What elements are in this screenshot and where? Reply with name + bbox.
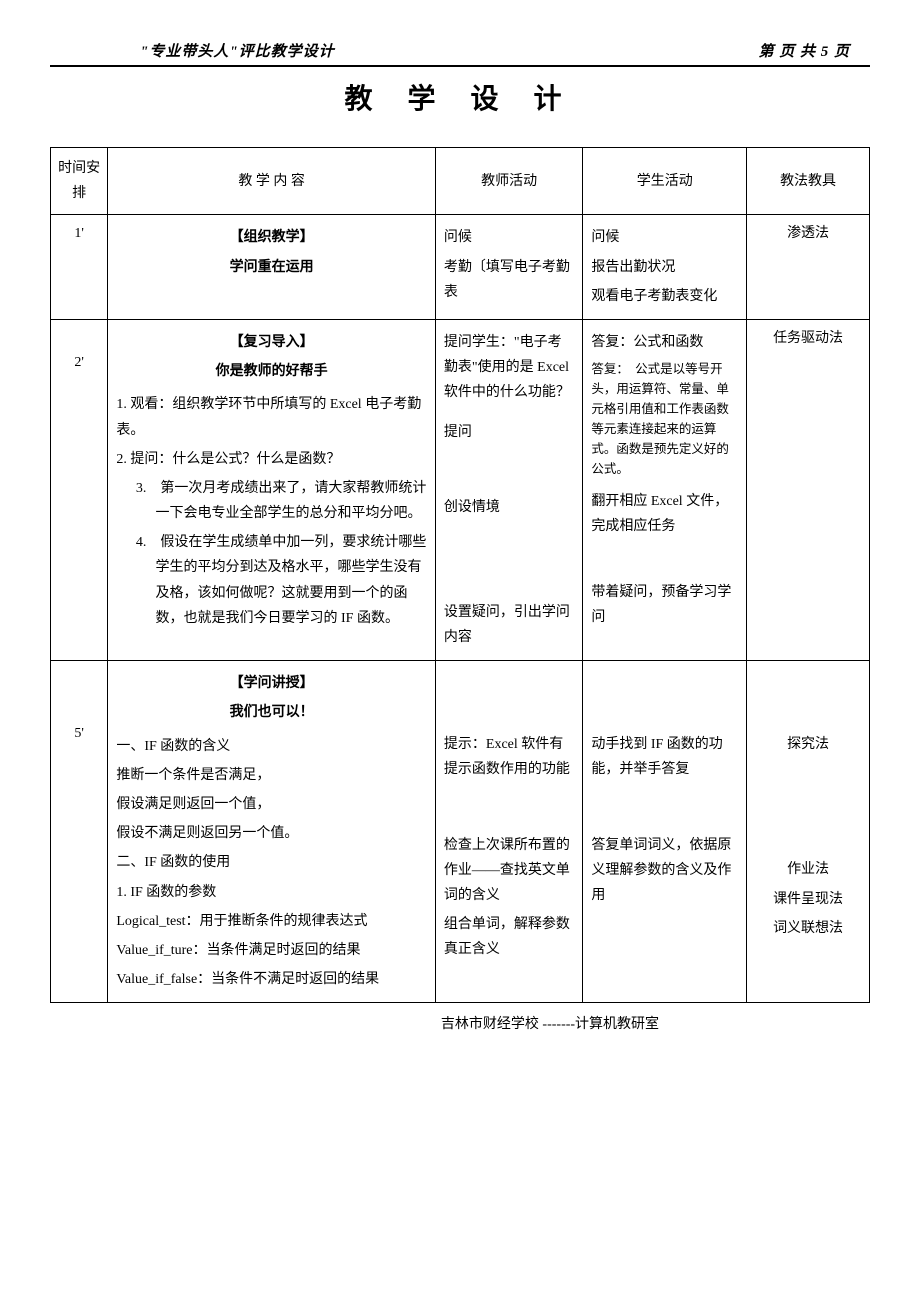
method-cell: 探究法 作业法 课件呈现法 词义联想法 xyxy=(747,661,870,1003)
method-cell: 任务驱动法 xyxy=(747,319,870,660)
col-time: 时间安排 xyxy=(51,148,108,215)
time-cell: 5' xyxy=(51,661,108,1003)
student-line: 观看电子考勤表变化 xyxy=(591,284,738,309)
content-line: 一、IF 函数的含义 xyxy=(116,734,427,759)
teacher-line: 提示：Excel 软件有提示函数作用的功能 xyxy=(444,732,574,782)
method-line: 作业法 xyxy=(755,857,861,882)
content-line: Value_if_false：当条件不满足时返回的结果 xyxy=(116,967,427,992)
section-head: 【学问讲授】 xyxy=(116,671,427,696)
student-cell: 答复：公式和函数 答复： 公式是以等号开头，用运算符、常量、单元格引用值和工作表… xyxy=(583,319,747,660)
teacher-cell: 提问学生："电子考勤表"使用的是 Excel 软件中的什么功能？ 提问 创设情境… xyxy=(435,319,582,660)
teacher-line: 提问学生："电子考勤表"使用的是 Excel 软件中的什么功能？ xyxy=(444,330,574,406)
teacher-line: 创设情境 xyxy=(444,495,574,520)
content-line: 1. IF 函数的参数 xyxy=(116,880,427,905)
time-cell: 2' xyxy=(51,319,108,660)
col-content: 教 学 内 容 xyxy=(108,148,436,215)
doc-title: 教 学 设 计 xyxy=(50,77,870,117)
teacher-line: 组合单词，解释参数真正含义 xyxy=(444,912,574,962)
content-line: 推断一个条件是否满足， xyxy=(116,763,427,788)
section-sub: 我们也可以！ xyxy=(116,700,427,725)
table-header-row: 时间安排 教 学 内 容 教师活动 学生活动 教法教具 xyxy=(51,148,870,215)
col-method: 教法教具 xyxy=(747,148,870,215)
content-cell: 【复习导入】 你是教师的好帮手 1. 观看：组织教学环节中所填写的 Excel … xyxy=(108,319,436,660)
section-sub: 你是教师的好帮手 xyxy=(116,359,427,384)
header-right: 第 页 共 5 页 xyxy=(758,40,850,61)
page-header: "专业带头人"评比教学设计 第 页 共 5 页 xyxy=(50,40,870,67)
header-left: "专业带头人"评比教学设计 xyxy=(140,40,335,61)
content-line: 假设不满足则返回另一个值。 xyxy=(116,821,427,846)
content-cell: 【组织教学】 学问重在运用 xyxy=(108,215,436,320)
table-row: 1' 【组织教学】 学问重在运用 问候 考勤〔填写电子考勤表 问候 报告出勤状况… xyxy=(51,215,870,320)
content-line: 2. 提问：什么是公式？什么是函数？ xyxy=(116,447,427,472)
table-row: 5' 【学问讲授】 我们也可以！ 一、IF 函数的含义 推断一个条件是否满足， … xyxy=(51,661,870,1003)
teacher-line: 考勤〔填写电子考勤表 xyxy=(444,255,574,305)
student-line: 问候 xyxy=(591,225,738,250)
time-cell: 1' xyxy=(51,215,108,320)
method-line: 课件呈现法 xyxy=(755,887,861,912)
teacher-line: 提问 xyxy=(444,420,574,445)
content-line: 4. 假设在学生成绩单中加一列，要求统计哪些学生的平均分到达及格水平，哪些学生没… xyxy=(116,530,427,631)
student-cell: 动手找到 IF 函数的功能，并举手答复 答复单词词义，依据原义理解参数的含义及作… xyxy=(583,661,747,1003)
method-cell: 渗透法 xyxy=(747,215,870,320)
teacher-line: 问候 xyxy=(444,225,574,250)
student-line: 动手找到 IF 函数的功能，并举手答复 xyxy=(591,732,738,782)
content-line: Logical_test：用于推断条件的规律表达式 xyxy=(116,909,427,934)
student-line: 答复单词词义，依据原义理解参数的含义及作用 xyxy=(591,833,738,909)
teacher-line: 设置疑问，引出学问内容 xyxy=(444,600,574,650)
content-line: 二、IF 函数的使用 xyxy=(116,850,427,875)
section-head: 【组织教学】 xyxy=(116,225,427,250)
student-line: 答复： 公式是以等号开头，用运算符、常量、单元格引用值和工作表函数等元素连接起来… xyxy=(591,359,738,479)
teacher-line: 检查上次课所布置的作业——查找英文单词的含义 xyxy=(444,833,574,909)
student-line: 翻开相应 Excel 文件，完成相应任务 xyxy=(591,489,738,539)
teacher-cell: 提示：Excel 软件有提示函数作用的功能 检查上次课所布置的作业——查找英文单… xyxy=(435,661,582,1003)
student-line: 答复：公式和函数 xyxy=(591,330,738,355)
col-student: 学生活动 xyxy=(583,148,747,215)
content-line: Value_if_ture：当条件满足时返回的结果 xyxy=(116,938,427,963)
section-head: 【复习导入】 xyxy=(116,330,427,355)
content-cell: 【学问讲授】 我们也可以！ 一、IF 函数的含义 推断一个条件是否满足， 假设满… xyxy=(108,661,436,1003)
col-teacher: 教师活动 xyxy=(435,148,582,215)
table-row: 2' 【复习导入】 你是教师的好帮手 1. 观看：组织教学环节中所填写的 Exc… xyxy=(51,319,870,660)
page-footer: 吉林市财经学校 -------计算机教研室 xyxy=(50,1013,870,1033)
content-line: 3. 第一次月考成绩出来了，请大家帮教师统计一下会电专业全部学生的总分和平均分吧… xyxy=(116,476,427,526)
method-line: 探究法 xyxy=(755,732,861,757)
content-line: 假设满足则返回一个值， xyxy=(116,792,427,817)
content-line: 1. 观看：组织教学环节中所填写的 Excel 电子考勤表。 xyxy=(116,392,427,442)
student-cell: 问候 报告出勤状况 观看电子考勤表变化 xyxy=(583,215,747,320)
method-line: 词义联想法 xyxy=(755,916,861,941)
student-line: 报告出勤状况 xyxy=(591,255,738,280)
lesson-table: 时间安排 教 学 内 容 教师活动 学生活动 教法教具 1' 【组织教学】 学问… xyxy=(50,147,870,1003)
student-line: 带着疑问，预备学习学问 xyxy=(591,580,738,630)
teacher-cell: 问候 考勤〔填写电子考勤表 xyxy=(435,215,582,320)
section-sub: 学问重在运用 xyxy=(116,255,427,280)
